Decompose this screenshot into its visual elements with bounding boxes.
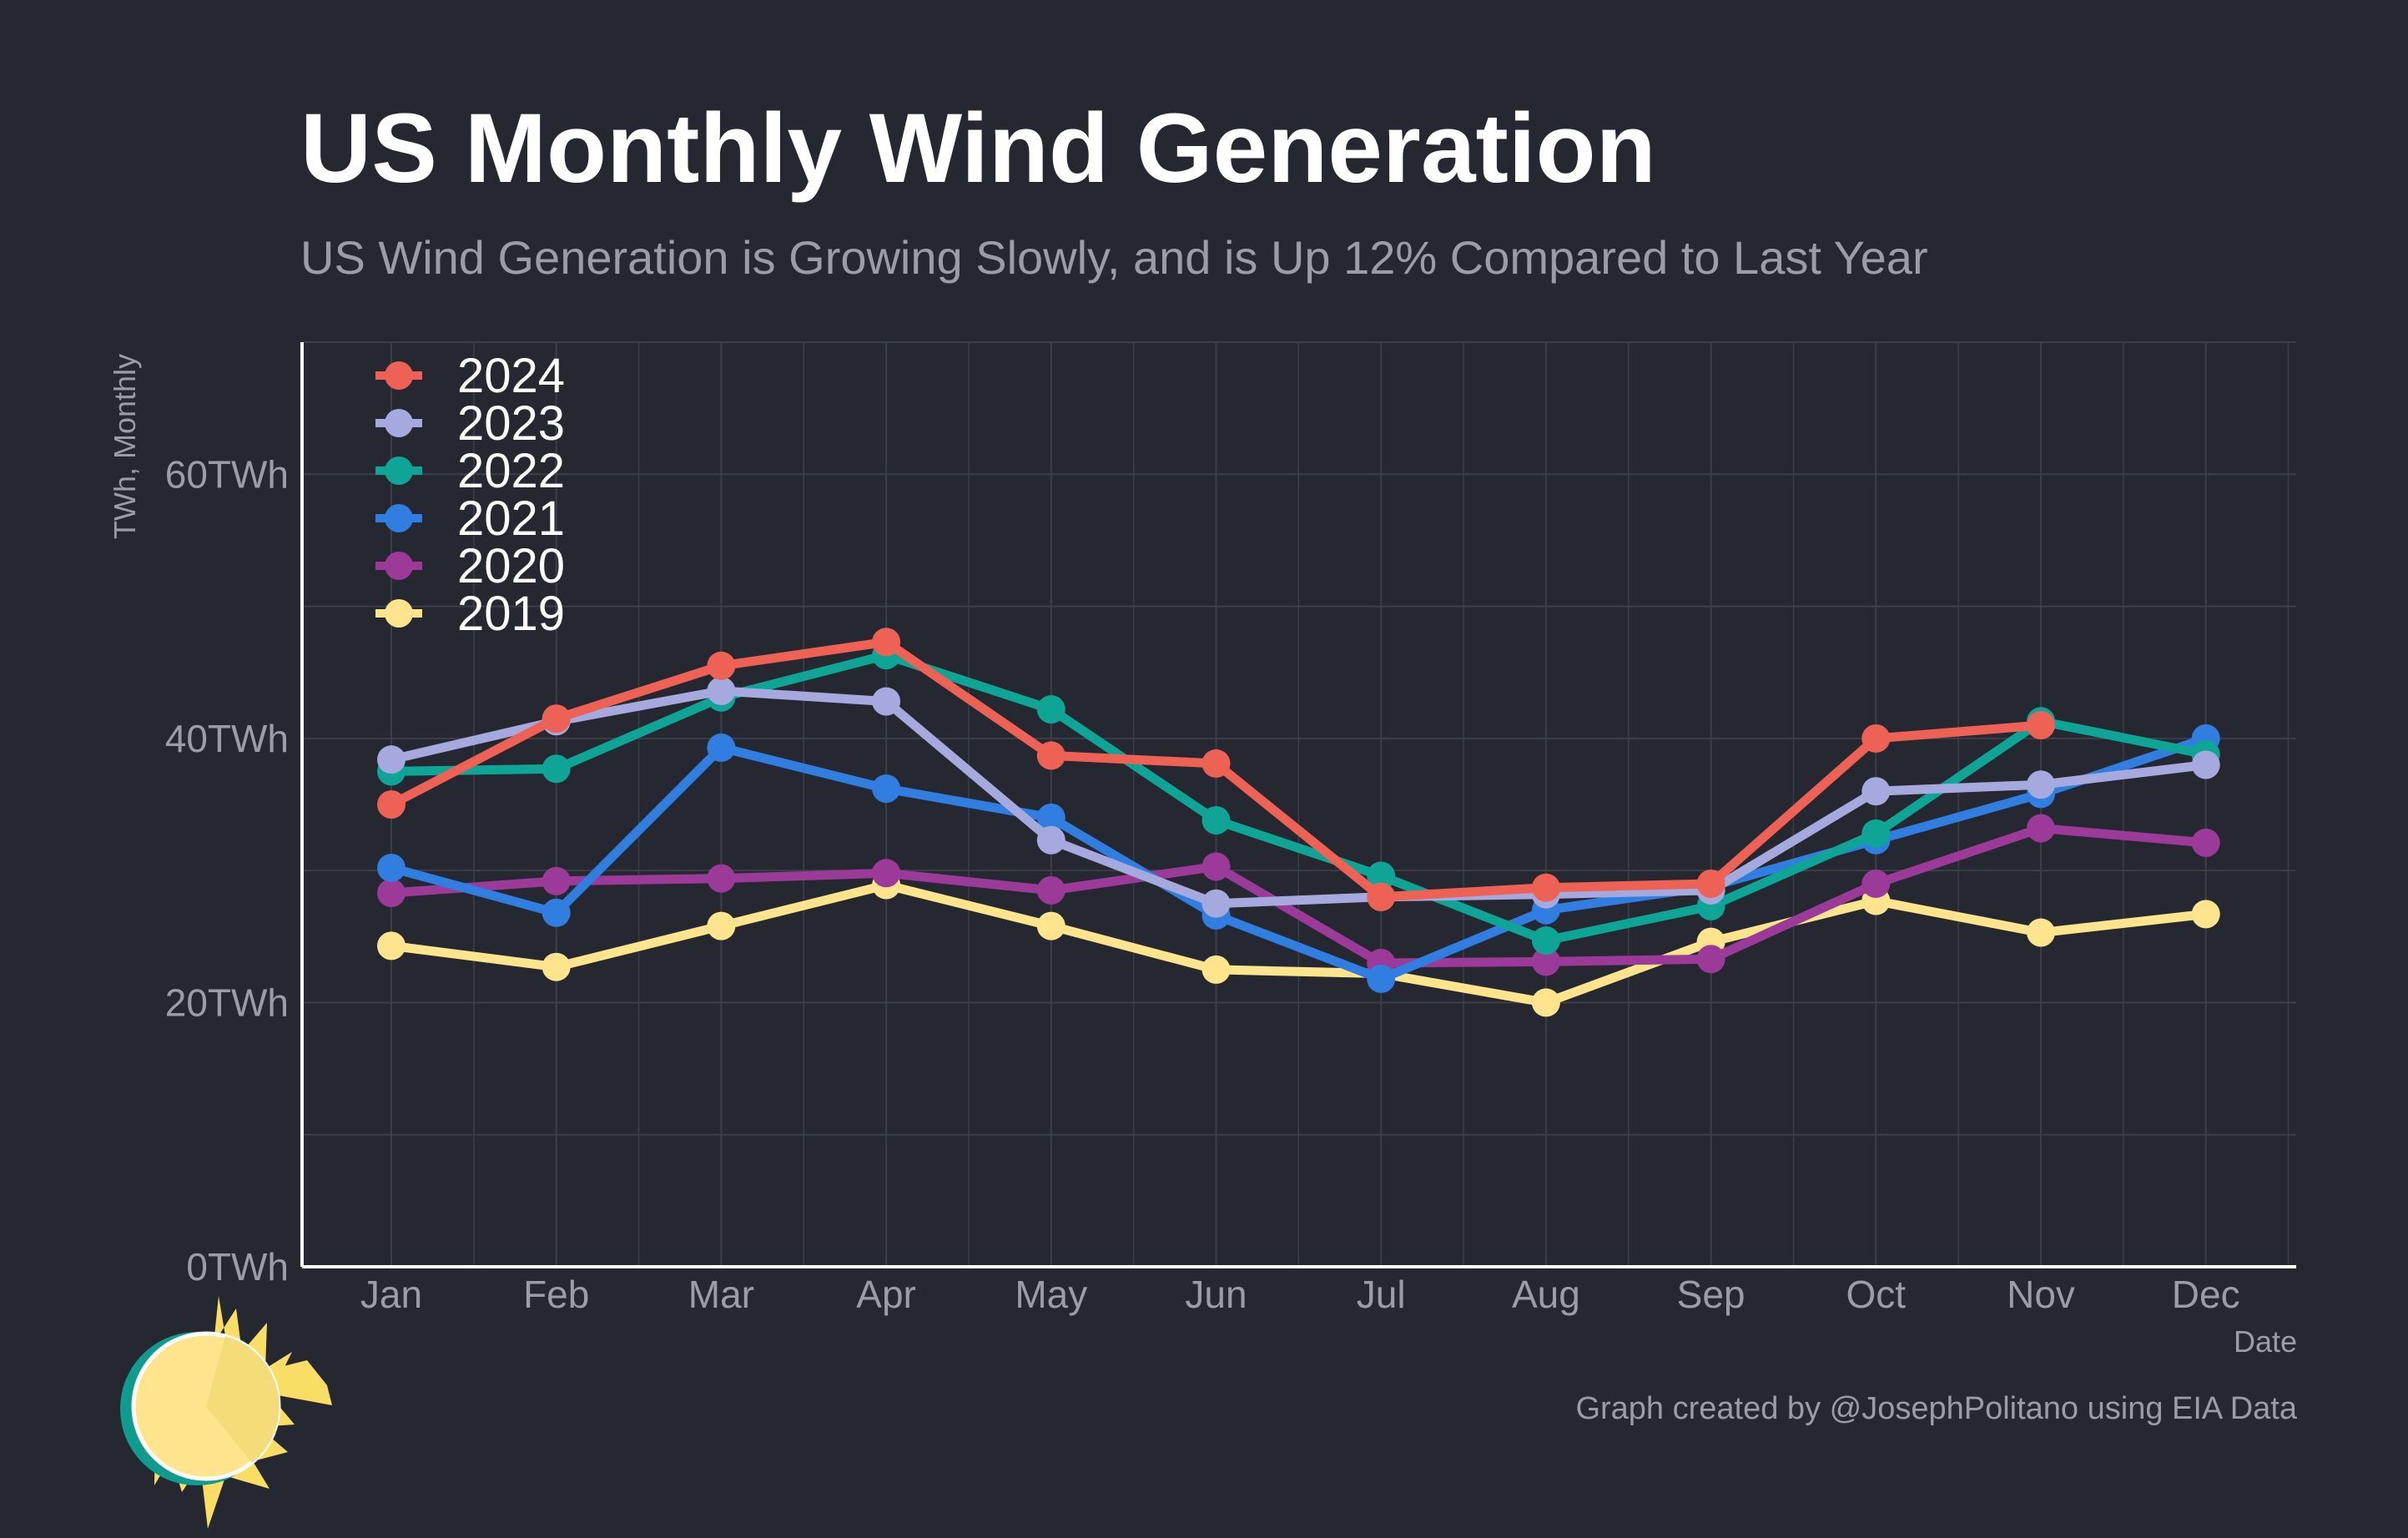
x-tick-label: Jan <box>360 1273 422 1316</box>
data-point-2022 <box>1036 695 1065 724</box>
data-point-2019 <box>1201 955 1231 984</box>
data-point-2024 <box>542 704 571 734</box>
data-point-2019 <box>542 952 571 981</box>
legend-label: 2020 <box>457 539 565 593</box>
data-point-2024 <box>1531 873 1560 902</box>
data-point-2020 <box>2027 814 2055 843</box>
legend-label: 2022 <box>457 444 565 498</box>
x-tick-label: Mar <box>688 1273 754 1316</box>
data-point-2024 <box>377 790 406 819</box>
y-tick-label: 20TWh <box>165 981 289 1024</box>
x-tick-label: Nov <box>2007 1273 2075 1316</box>
data-point-2024 <box>1861 724 1891 753</box>
series-line-2021 <box>386 734 2211 984</box>
series-line-2022 <box>386 650 2211 945</box>
legend-label: 2023 <box>457 396 565 451</box>
x-tick-label: Feb <box>523 1273 589 1316</box>
data-point-2023 <box>1036 825 1065 855</box>
data-point-2023 <box>2027 770 2055 799</box>
data-point-2020 <box>1696 945 1725 974</box>
data-point-2022 <box>1531 926 1560 956</box>
source-caption: Graph created by @JosephPolitano using E… <box>1575 1391 2297 1426</box>
chart-title: US Monthly Wind Generation <box>300 93 1656 204</box>
data-point-2024 <box>2027 711 2055 740</box>
legend-swatch-marker <box>385 504 413 532</box>
data-point-2019 <box>707 911 736 940</box>
legend-label: 2024 <box>457 349 565 403</box>
x-tick-label: Jul <box>1357 1273 1406 1316</box>
legend-swatch-marker <box>385 456 413 485</box>
data-point-2021 <box>542 898 571 927</box>
data-point-2020 <box>542 866 571 895</box>
data-point-2024 <box>1367 882 1396 911</box>
data-point-2024 <box>1036 741 1065 770</box>
sun-logo <box>120 1296 332 1529</box>
data-point-2021 <box>1036 803 1065 832</box>
data-point-2021 <box>377 853 406 882</box>
data-point-2022 <box>1367 861 1396 890</box>
data-point-2021 <box>707 733 736 762</box>
sun-face-shade-icon <box>206 1336 280 1463</box>
data-point-2024 <box>872 628 901 657</box>
x-tick-label: Dec <box>2172 1273 2240 1316</box>
data-point-2020 <box>707 864 736 893</box>
data-point-2022 <box>542 754 571 784</box>
series-line-2019 <box>386 880 2211 1007</box>
x-tick-label: Aug <box>1512 1273 1580 1316</box>
data-point-2023 <box>872 687 901 716</box>
legend-swatch-marker <box>385 361 413 390</box>
legend-swatch-marker <box>385 599 413 628</box>
x-tick-label: May <box>1015 1273 1087 1316</box>
data-point-2023 <box>377 745 406 774</box>
x-axis-title: Date <box>2234 1324 2297 1359</box>
data-point-2019 <box>2191 900 2220 929</box>
data-point-2020 <box>1201 852 1231 881</box>
chart-subtitle: US Wind Generation is Growing Slowly, an… <box>300 231 1928 284</box>
x-tick-label: Oct <box>1846 1273 1907 1316</box>
data-point-2022 <box>1861 819 1891 848</box>
x-tick-label: Apr <box>856 1273 916 1316</box>
data-point-2019 <box>1036 911 1065 940</box>
y-tick-label: 40TWh <box>165 717 289 760</box>
x-tick-label: Sep <box>1677 1273 1746 1316</box>
data-point-2019 <box>377 931 406 961</box>
legend-swatch-marker <box>385 552 413 580</box>
data-point-2023 <box>2191 750 2220 779</box>
data-point-2024 <box>1201 749 1231 778</box>
data-point-2020 <box>1861 869 1891 898</box>
data-point-2021 <box>1367 964 1396 993</box>
data-point-2024 <box>707 651 736 680</box>
data-point-2020 <box>377 879 406 908</box>
legend-label: 2019 <box>457 587 565 641</box>
data-point-2022 <box>1201 805 1231 835</box>
y-tick-label: 0TWh <box>186 1245 289 1288</box>
data-point-2021 <box>872 774 901 804</box>
data-point-2020 <box>872 859 901 888</box>
y-tick-label: 60TWh <box>165 452 289 496</box>
legend-label: 2021 <box>457 492 565 546</box>
plot-area: 0TWh 20TWh 40TWh 60TWh Jan Feb Mar Apr May Jun Jul… <box>165 341 2296 1316</box>
data-point-2023 <box>1861 777 1891 806</box>
data-point-2019 <box>2027 918 2055 947</box>
data-point-2020 <box>1531 947 1560 976</box>
y-axis-title: TWh, Monthly <box>108 354 142 539</box>
legend-swatch-marker <box>385 409 413 437</box>
data-point-2020 <box>1036 875 1065 905</box>
data-point-2019 <box>1531 988 1560 1017</box>
data-point-2024 <box>1696 869 1725 898</box>
data-point-2020 <box>2191 828 2220 857</box>
x-tick-label: Jun <box>1185 1273 1247 1316</box>
series-line-2023 <box>386 686 2211 909</box>
data-point-2023 <box>1201 889 1231 918</box>
data-point-2023 <box>707 676 736 705</box>
series-line-2020 <box>386 823 2211 968</box>
